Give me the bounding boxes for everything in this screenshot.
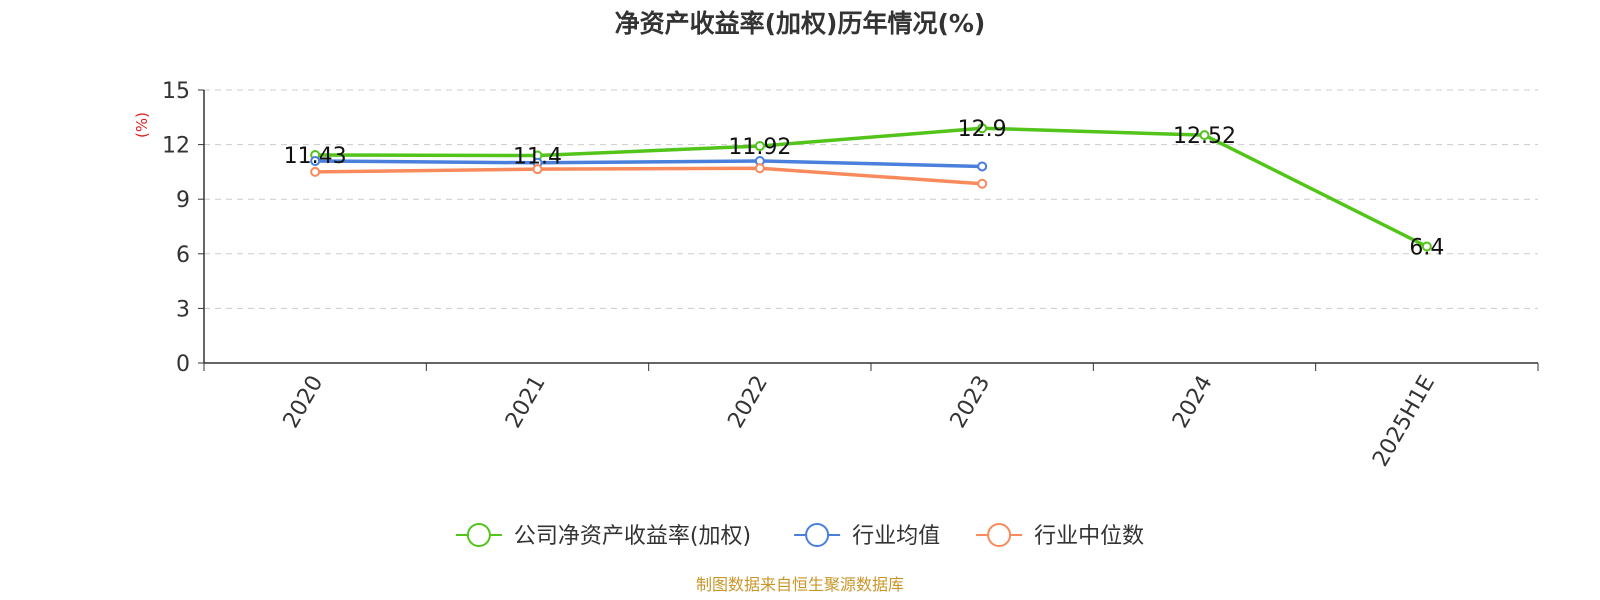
data-point[interactable] [754,141,765,152]
source-note: 制图数据来自恒生聚源数据库 [696,575,904,594]
data-label: 11.92 [728,135,791,160]
legend-item[interactable]: 公司净资产收益率(加权) [455,523,751,549]
legend-item[interactable]: 行业均值 [794,523,940,549]
grid-lines [204,89,1538,309]
data-point[interactable] [1421,241,1432,252]
y-axis-label: (%) [133,112,151,138]
x-tick-label: 2023 [946,372,996,433]
y-tick-label: 6 [176,243,190,268]
data-label: 11.4 [513,145,562,170]
data-point[interactable] [754,163,765,174]
x-tick-label: 2020 [279,372,329,433]
chart-title: 净资产收益率(加权)历年情况(%) [615,9,986,38]
legend-item[interactable]: 行业中位数 [976,523,1144,549]
legend-label: 行业中位数 [1034,524,1144,549]
x-tick-label: 2025H1E [1368,372,1440,471]
legend: 公司净资产收益率(加权) 行业均值 行业中位数 [455,523,1144,549]
legend-circle-icon [466,523,491,547]
y-tick-label: 9 [176,188,190,213]
data-label: 12.9 [958,117,1007,142]
x-tick-label: 2024 [1168,372,1218,433]
data-label: 11.43 [284,144,347,169]
legend-label: 行业均值 [852,524,940,549]
x-tick-label: 2021 [501,372,551,433]
data-label: 6.4 [1409,236,1444,261]
y-tick-label: 12 [162,134,190,159]
series-lines [310,123,1432,252]
data-point[interactable] [532,164,543,175]
x-tick-label: 2022 [723,372,773,433]
series-line [315,166,983,186]
series-line [315,159,983,169]
axes: 0 3 6 9 12 15 2020 2021 2022 2023 2024 2025H1E [162,79,1539,471]
data-point[interactable] [977,161,988,172]
data-labels: 11.43 11.4 11.92 12.9 12.52 6.4 [284,117,1445,260]
y-tick-label: 3 [176,297,190,322]
y-tick-label: 0 [176,352,190,377]
legend-circle-icon [987,523,1012,547]
legend-label: 公司净资产收益率(加权) [514,524,751,549]
legend-circle-icon [805,523,830,547]
data-point[interactable] [310,166,321,177]
data-point[interactable] [310,155,321,166]
data-label: 12.52 [1173,124,1236,149]
data-point[interactable] [1199,130,1210,141]
data-point[interactable] [977,178,988,189]
data-point[interactable] [977,123,988,134]
y-tick-label: 15 [162,79,190,104]
series-line [315,126,1428,249]
